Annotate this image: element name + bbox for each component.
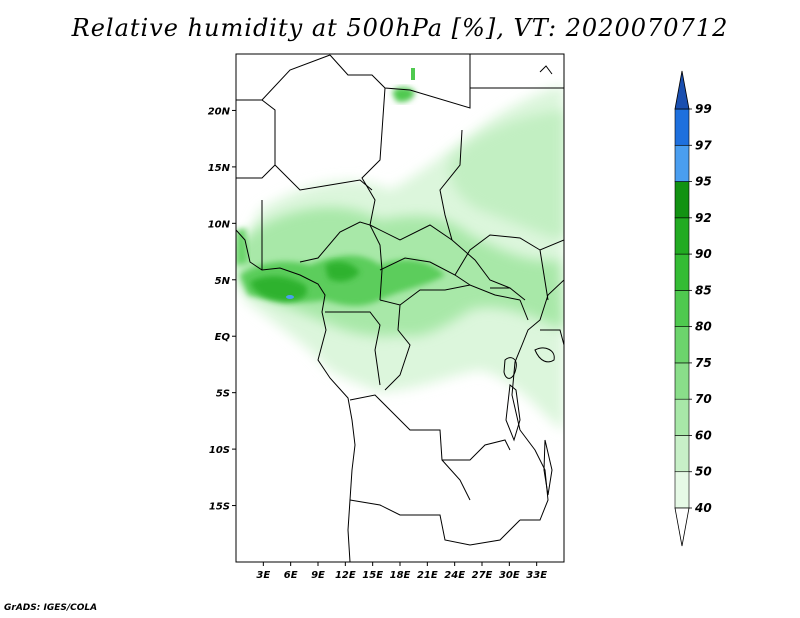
lon-tick-label: 27E [472, 570, 493, 581]
colorbar-segment [674, 144, 690, 182]
colorbar-segment [674, 181, 690, 219]
country-borders [236, 54, 564, 562]
lon-tick-label: 30E [499, 570, 520, 581]
lat-tick-label: 15N [208, 163, 231, 174]
colorbar-segment [674, 398, 690, 436]
colorbar-top-arrow [674, 70, 690, 110]
colorbar-segment [674, 290, 690, 327]
lat-tick-label: 15S [209, 502, 230, 513]
lon-tick-label: 33E [526, 570, 547, 581]
colorbar-segment [674, 435, 690, 473]
colorbar-label: 80 [695, 320, 712, 334]
colorbar-label: 85 [695, 283, 712, 297]
colorbar-segment [674, 108, 690, 146]
colorbar-label: 50 [695, 465, 712, 479]
lon-tick-label: 21E [417, 570, 438, 581]
colorbar-segment [674, 362, 690, 400]
colorbar-label: 75 [695, 356, 712, 370]
colorbar-label: 95 [695, 175, 712, 189]
colorbar-label: 60 [695, 428, 712, 442]
credit-label: GrADS: IGES/COLA [4, 603, 98, 613]
lon-tick-label: 12E [335, 570, 356, 581]
colorbar-segment [674, 253, 690, 291]
lon-tick-label: 3E [256, 570, 270, 581]
lon-tick-label: 6E [284, 570, 298, 581]
lat-tick-label: 10N [208, 219, 231, 230]
colorbar-label: 40 [694, 501, 712, 515]
lon-tick-label: 15E [362, 570, 383, 581]
lat-tick-label: 20N [208, 106, 231, 117]
colorbar-bottom-arrow [674, 507, 690, 547]
colorbar-label: 97 [695, 138, 712, 152]
colorbar-segment [674, 217, 690, 255]
colorbar-label: 92 [695, 211, 712, 225]
map-title: Relative humidity at 500hPa [%], VT: 202… [71, 14, 729, 42]
colorbar-segment [674, 471, 690, 509]
colorbar-label: 70 [695, 392, 712, 406]
lat-tick-label: 5S [216, 389, 230, 400]
lon-tick-label: 18E [390, 570, 411, 581]
lat-tick-label: EQ [215, 332, 231, 343]
lat-tick-label: 5N [215, 276, 231, 287]
colorbar: 40 50 60 70 75 80 85 90 92 95 97 99 [674, 70, 712, 547]
lon-tick-label: 9E [311, 570, 325, 581]
lat-tick-label: 10S [209, 445, 230, 456]
colorbar-label: 99 [695, 102, 712, 116]
axis-ticks: 3E 6E 9E 12E 15E 18E 21E 24E 27E 30E 33E 20N 15N 10N 5… [208, 106, 548, 581]
colorbar-label: 90 [695, 247, 712, 261]
lon-tick-label: 24E [444, 570, 465, 581]
colorbar-segment [674, 326, 690, 364]
